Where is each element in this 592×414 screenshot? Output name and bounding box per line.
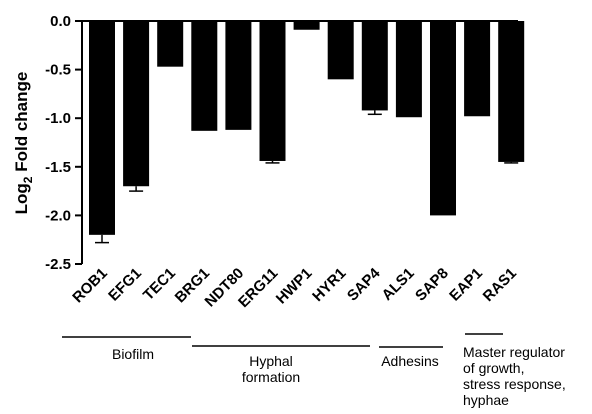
y-tick-label: -1.0 bbox=[45, 110, 71, 127]
y-axis: 0.0 -0.5 -1.0 -1.5 -2.0 -2.5 bbox=[45, 13, 518, 273]
x-axis-labels: ROB1EFG1TEC1BRG1NDT80ERG11HWP1HYR1SAP4AL… bbox=[69, 264, 520, 311]
bar-hyr1 bbox=[327, 21, 354, 80]
bar-eap1 bbox=[464, 21, 491, 117]
bar-brg1 bbox=[191, 21, 218, 131]
bar-als1 bbox=[395, 21, 422, 118]
bar-erg11 bbox=[259, 21, 286, 161]
y-tick-label: -1.5 bbox=[45, 159, 71, 176]
group-label: stress response, bbox=[463, 376, 566, 392]
bar-ras1 bbox=[498, 21, 525, 162]
group-label: of growth, bbox=[463, 360, 524, 376]
group-label: Master regulator bbox=[463, 344, 565, 360]
group-label: Biofilm bbox=[112, 346, 154, 362]
group-label: Adhesins bbox=[381, 353, 439, 369]
x-tick-label-sap4: SAP4 bbox=[344, 264, 384, 304]
x-tick-label-als1: ALS1 bbox=[379, 265, 418, 304]
y-axis-title-text: Log2 Fold change bbox=[12, 72, 35, 215]
group-label: hyphae bbox=[463, 392, 509, 408]
group-label: formation bbox=[242, 369, 300, 385]
x-tick-label-hyr1: HYR1 bbox=[309, 265, 349, 305]
x-tick-label-sap8: SAP8 bbox=[412, 265, 452, 305]
x-tick-label-hwp1: HWP1 bbox=[273, 265, 316, 308]
x-tick-label-rob1: ROB1 bbox=[69, 265, 110, 306]
bar-ndt80 bbox=[225, 21, 252, 130]
x-tick-label-efg1: EFG1 bbox=[105, 265, 145, 305]
bar-efg1 bbox=[123, 21, 150, 187]
y-axis-title: Log2 Fold change bbox=[12, 72, 35, 215]
y-tick-label: 0.0 bbox=[50, 13, 71, 30]
x-tick-label-eap1: EAP1 bbox=[446, 265, 486, 305]
y-tick-label: -2.0 bbox=[45, 207, 71, 224]
x-tick-label-ras1: RAS1 bbox=[480, 265, 520, 305]
bars bbox=[89, 21, 525, 244]
group-label: Hyphal bbox=[249, 353, 293, 369]
y-tick-label: -0.5 bbox=[45, 62, 71, 79]
y-tick-label: -2.5 bbox=[45, 256, 71, 273]
bar-tec1 bbox=[157, 21, 184, 67]
bar-rob1 bbox=[89, 21, 115, 235]
bar-hwp1 bbox=[293, 21, 320, 30]
bar-sap4 bbox=[361, 21, 388, 111]
x-tick-label-tec1: TEC1 bbox=[140, 265, 179, 304]
bar-sap8 bbox=[430, 21, 456, 216]
